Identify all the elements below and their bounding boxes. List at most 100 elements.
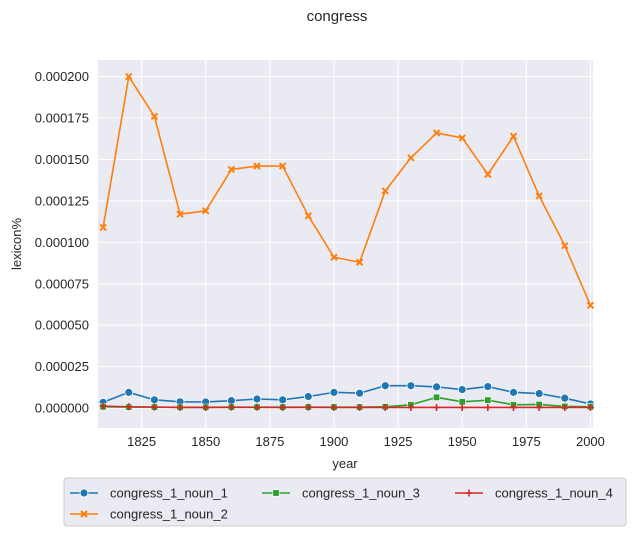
data-point [226,396,236,406]
data-point [150,112,159,121]
legend-entry-congress_1_noun_2: congress_1_noun_2 [70,507,228,522]
data-point [356,403,364,411]
data-point [406,381,416,391]
data-point [303,392,313,401]
chart-title: congress [307,8,368,25]
data-point [457,385,467,394]
x-tick-label: 1825 [127,434,156,449]
data-point [176,210,184,218]
data-point [329,387,339,397]
y-tick-label: 0.000050 [35,318,89,333]
y-tick-label: 0.000025 [35,359,89,374]
data-point [279,403,287,411]
data-point [458,403,466,411]
data-point [381,403,389,411]
data-point [176,403,184,411]
series-line [102,75,592,306]
legend-marker [79,488,89,498]
data-point [484,396,492,404]
legend-label: congress_1_noun_3 [302,486,420,501]
data-point [509,403,517,411]
legend-label: congress_1_noun_1 [110,486,228,501]
x-tick-label: 1900 [319,434,348,449]
legend-marker [465,489,473,497]
data-point [484,403,492,411]
data-point [433,393,441,401]
data-point [458,134,466,142]
data-point [483,382,493,391]
data-point [278,395,288,405]
data-point [150,395,159,405]
series-line [103,405,591,409]
data-point [381,187,389,195]
grid-lines [98,60,593,428]
x-tick-label: 1925 [384,434,413,449]
data-point [125,403,133,411]
data-point [535,192,543,200]
data-point [124,387,134,397]
data-point [561,241,569,250]
data-point [278,162,287,170]
y-tick-label: 0.000075 [35,276,89,291]
data-point [227,403,235,411]
x-tick-label: 1950 [448,434,477,449]
data-point [304,212,313,220]
data-point [99,402,107,410]
data-point [380,381,390,391]
data-point [534,389,544,398]
data-point [355,388,365,398]
series-congress_1_noun_4 [99,402,594,411]
data-point [99,223,107,232]
legend-entry-congress_1_noun_3: congress_1_noun_3 [262,486,420,501]
data-point [535,403,543,411]
data-point [227,165,236,174]
data-point [433,403,441,411]
data-point [253,403,261,411]
x-axis-label: year [332,456,358,471]
legend-entry-congress_1_noun_1: congress_1_noun_1 [70,486,228,501]
data-point [509,387,518,397]
series-congress_1_noun_2 [99,72,595,310]
x-axis-ticks: 1825 1850 1875 1900 1925 1950 1975 2000 [127,434,605,449]
legend-frame [63,477,627,527]
legend: congress_1_noun_1 congress_1_noun_2 congre… [63,477,627,527]
x-tick-label: 1875 [255,434,284,449]
data-point [586,301,595,310]
y-tick-label: 0.000175 [35,111,89,126]
y-axis-label: lexicon% [9,218,24,270]
y-axis-ticks: 0.000000 0.000025 0.000050 0.000075 0.000100… [35,69,89,416]
data-point [561,403,569,411]
data-point [202,403,210,411]
y-tick-label: 0.000125 [35,193,89,208]
data-point [407,403,415,411]
data-point [432,382,441,392]
data-point [407,154,415,162]
x-tick-label: 1850 [191,434,220,449]
data-point [253,162,261,170]
plot-area [98,60,593,428]
legend-marker [272,489,280,497]
data-point [125,72,133,81]
data-point [202,207,210,215]
data-point [150,403,158,411]
data-point [304,403,312,411]
legend-label: congress_1_noun_2 [110,507,228,522]
data-point [586,403,594,411]
data-point [252,394,262,404]
y-tick-label: 0.000000 [35,401,89,416]
data-point [509,132,518,140]
x-tick-label: 1975 [512,434,541,449]
data-point [484,170,492,179]
data-point [560,393,570,403]
data-point [330,403,338,411]
legend-label: congress_1_noun_4 [495,486,613,501]
y-tick-label: 0.000200 [35,69,89,84]
legend-entry-congress_1_noun_4: congress_1_noun_4 [455,486,613,501]
y-tick-label: 0.000150 [35,152,89,167]
data-point [330,253,338,261]
data-point [432,129,441,137]
x-tick-label: 2000 [576,434,605,449]
y-tick-label: 0.000100 [35,235,89,250]
legend-marker [80,510,88,518]
